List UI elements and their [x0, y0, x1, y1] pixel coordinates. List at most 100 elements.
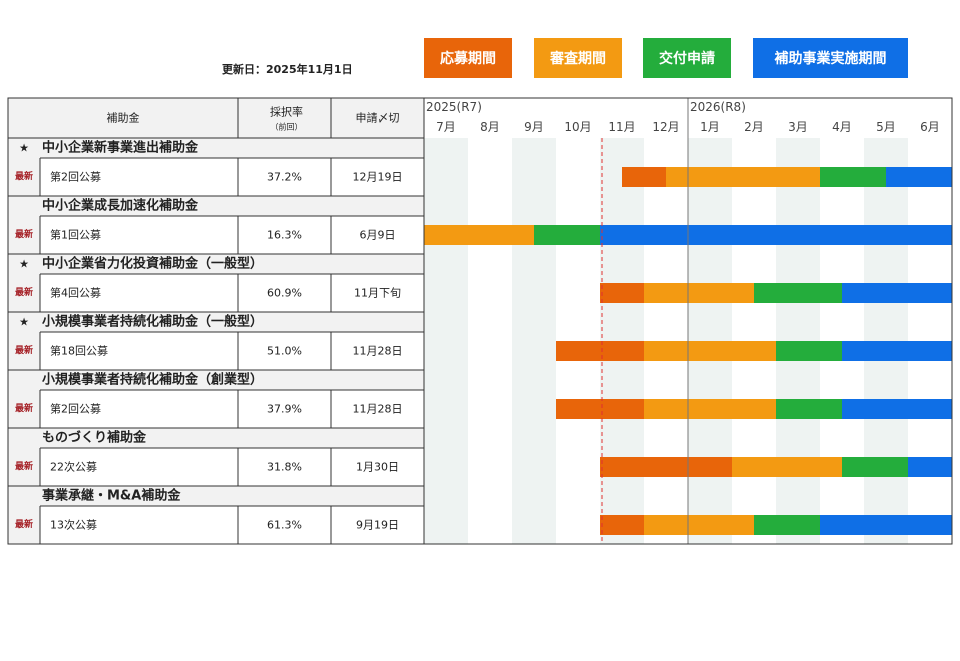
- deadline: 11月28日: [353, 345, 403, 358]
- round-label: 第1回公募: [50, 228, 101, 242]
- gantt-bar: [600, 225, 952, 245]
- row-title-bg: [8, 370, 424, 390]
- badge-cell-bg: [8, 216, 40, 254]
- gantt-bar: [622, 167, 666, 187]
- month-label: 12月: [652, 120, 679, 134]
- acceptance-rate: 37.9%: [267, 403, 302, 416]
- month-label: 10月: [564, 120, 591, 134]
- deadline: 6月9日: [360, 229, 396, 242]
- deadline: 1月30日: [356, 461, 399, 474]
- row-title-bg: [8, 196, 424, 216]
- new-badge: 最新: [15, 170, 33, 182]
- row-title-bg: [8, 138, 424, 158]
- new-badge: 最新: [15, 518, 33, 530]
- gantt-bar: [600, 515, 644, 535]
- gantt-bar: [842, 283, 952, 303]
- gantt-bar: [842, 399, 952, 419]
- badge-cell-bg: [8, 506, 40, 544]
- acceptance-rate: 60.9%: [267, 287, 302, 300]
- new-badge: 最新: [15, 460, 33, 472]
- month-label: 7月: [436, 120, 456, 134]
- gantt-bar: [424, 225, 534, 245]
- year-label: 2026(R8): [690, 100, 746, 114]
- acceptance-rate: 61.3%: [267, 519, 302, 532]
- gantt-bar: [600, 283, 644, 303]
- badge-cell-bg: [8, 158, 40, 196]
- gantt-bar: [908, 457, 952, 477]
- subsidy-name: ものづくり補助金: [42, 430, 147, 446]
- header-deadline: 申請〆切: [356, 111, 400, 125]
- gantt-bar: [820, 515, 952, 535]
- star-icon: ★: [19, 316, 29, 329]
- acceptance-rate: 51.0%: [267, 345, 302, 358]
- gantt-bar: [666, 167, 820, 187]
- deadline: 11月下旬: [354, 287, 401, 300]
- subsidy-name: 中小企業新事業進出補助金: [42, 140, 199, 156]
- gantt-bar: [600, 457, 732, 477]
- row-title-bg: [8, 254, 424, 274]
- month-label: 4月: [832, 120, 852, 134]
- legend-application-period: 応募期間: [424, 38, 512, 78]
- chart-border: [7, 97, 953, 545]
- round-label: 第2回公募: [50, 402, 101, 416]
- row-title-bg: [8, 428, 424, 448]
- gantt-bar: [556, 399, 644, 419]
- deadline: 11月28日: [353, 403, 403, 416]
- subsidy-name: 小規模事業者持続化補助金（一般型）: [42, 314, 263, 330]
- round-label: 第2回公募: [50, 170, 101, 184]
- subsidy-name: 中小企業省力化投資補助金（一般型）: [42, 256, 263, 272]
- badge-cell-bg: [8, 274, 40, 312]
- acceptance-rate: 16.3%: [267, 229, 302, 242]
- new-badge: 最新: [15, 402, 33, 414]
- month-column-bg: [468, 138, 512, 544]
- gantt-bar: [644, 399, 776, 419]
- gantt-bar: [644, 283, 754, 303]
- subsidy-name: 事業承継・M&A補助金: [42, 488, 181, 504]
- month-column-bg: [424, 138, 468, 544]
- deadline: 9月19日: [356, 519, 399, 532]
- badge-cell-bg: [8, 448, 40, 486]
- round-label: 13次公募: [50, 518, 97, 532]
- year-label: 2025(R7): [426, 100, 482, 114]
- gantt-bar: [842, 341, 952, 361]
- header-subsidy: 補助金: [107, 111, 140, 125]
- star-icon: ★: [19, 258, 29, 271]
- month-label: 8月: [480, 120, 500, 134]
- gantt-bar: [534, 225, 600, 245]
- row-title-bg: [8, 312, 424, 332]
- month-label: 9月: [524, 120, 544, 134]
- gantt-bar: [776, 399, 842, 419]
- month-column-bg: [512, 138, 556, 544]
- month-label: 1月: [700, 120, 720, 134]
- round-label: 第4回公募: [50, 286, 101, 300]
- acceptance-rate: 37.2%: [267, 171, 302, 184]
- gantt-bar: [754, 515, 820, 535]
- badge-cell-bg: [8, 332, 40, 370]
- gantt-bar: [644, 341, 776, 361]
- header-rate: 採択率: [270, 105, 303, 119]
- row-title-bg: [8, 486, 424, 506]
- new-badge: 最新: [15, 228, 33, 240]
- gantt-bar: [776, 341, 842, 361]
- gantt-bar: [644, 515, 754, 535]
- acceptance-rate: 31.8%: [267, 461, 302, 474]
- month-label: 2月: [744, 120, 764, 134]
- deadline: 12月19日: [353, 171, 403, 184]
- gantt-bar: [754, 283, 842, 303]
- new-badge: 最新: [15, 344, 33, 356]
- gantt-bar: [820, 167, 886, 187]
- badge-cell-bg: [8, 390, 40, 428]
- round-label: 22次公募: [50, 460, 97, 474]
- month-label: 3月: [788, 120, 808, 134]
- gantt-bar: [886, 167, 952, 187]
- subsidy-name: 中小企業成長加速化補助金: [42, 198, 199, 214]
- legend-implementation-period: 補助事業実施期間: [753, 38, 908, 78]
- gantt-bar: [556, 341, 644, 361]
- gantt-bar: [732, 457, 842, 477]
- star-icon: ★: [19, 142, 29, 155]
- month-label: 11月: [608, 120, 635, 134]
- subsidy-name: 小規模事業者持続化補助金（創業型）: [42, 372, 263, 388]
- header-rate-sub: （前回）: [271, 122, 303, 132]
- gantt-bar: [842, 457, 908, 477]
